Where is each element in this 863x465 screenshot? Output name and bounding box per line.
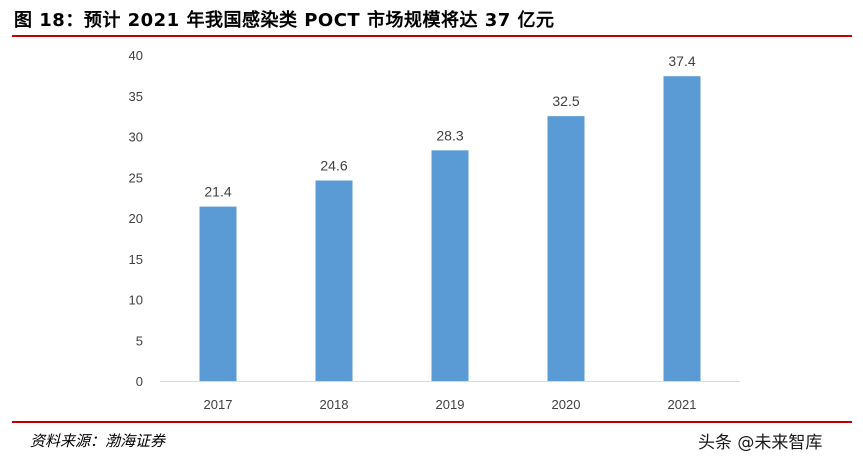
x-tick-label: 2018 (320, 397, 349, 412)
y-tick-label: 25 (129, 170, 143, 185)
bar (547, 116, 585, 381)
watermark: 头条 @未来智库 (698, 433, 823, 453)
y-tick-label: 35 (129, 89, 143, 104)
data-label: 32.5 (552, 93, 579, 109)
bottom-divider (12, 421, 852, 423)
data-label: 28.3 (436, 127, 463, 143)
y-tick-label: 5 (136, 333, 143, 348)
bar (199, 206, 237, 381)
y-tick-label: 10 (129, 293, 143, 308)
bar (431, 150, 469, 381)
figure-title: 图 18：预计 2021 年我国感染类 POCT 市场规模将达 37 亿元 (14, 10, 555, 31)
y-tick-label: 15 (129, 252, 143, 267)
x-tick-label: 2019 (436, 397, 465, 412)
top-divider (12, 35, 852, 37)
y-tick-label: 30 (129, 130, 143, 145)
x-tick-label: 2020 (552, 397, 581, 412)
bar (663, 76, 701, 381)
y-tick-label: 40 (129, 48, 143, 63)
x-tick-label: 2017 (204, 397, 233, 412)
source-note: 资料来源：渤海证券 (30, 432, 166, 450)
y-tick-label: 20 (129, 211, 143, 226)
bar (315, 180, 353, 381)
x-tick-label: 2021 (668, 397, 697, 412)
y-tick-label: 0 (136, 374, 143, 389)
data-label: 21.4 (204, 184, 231, 200)
data-label: 37.4 (668, 53, 695, 69)
data-label: 24.6 (320, 158, 347, 174)
